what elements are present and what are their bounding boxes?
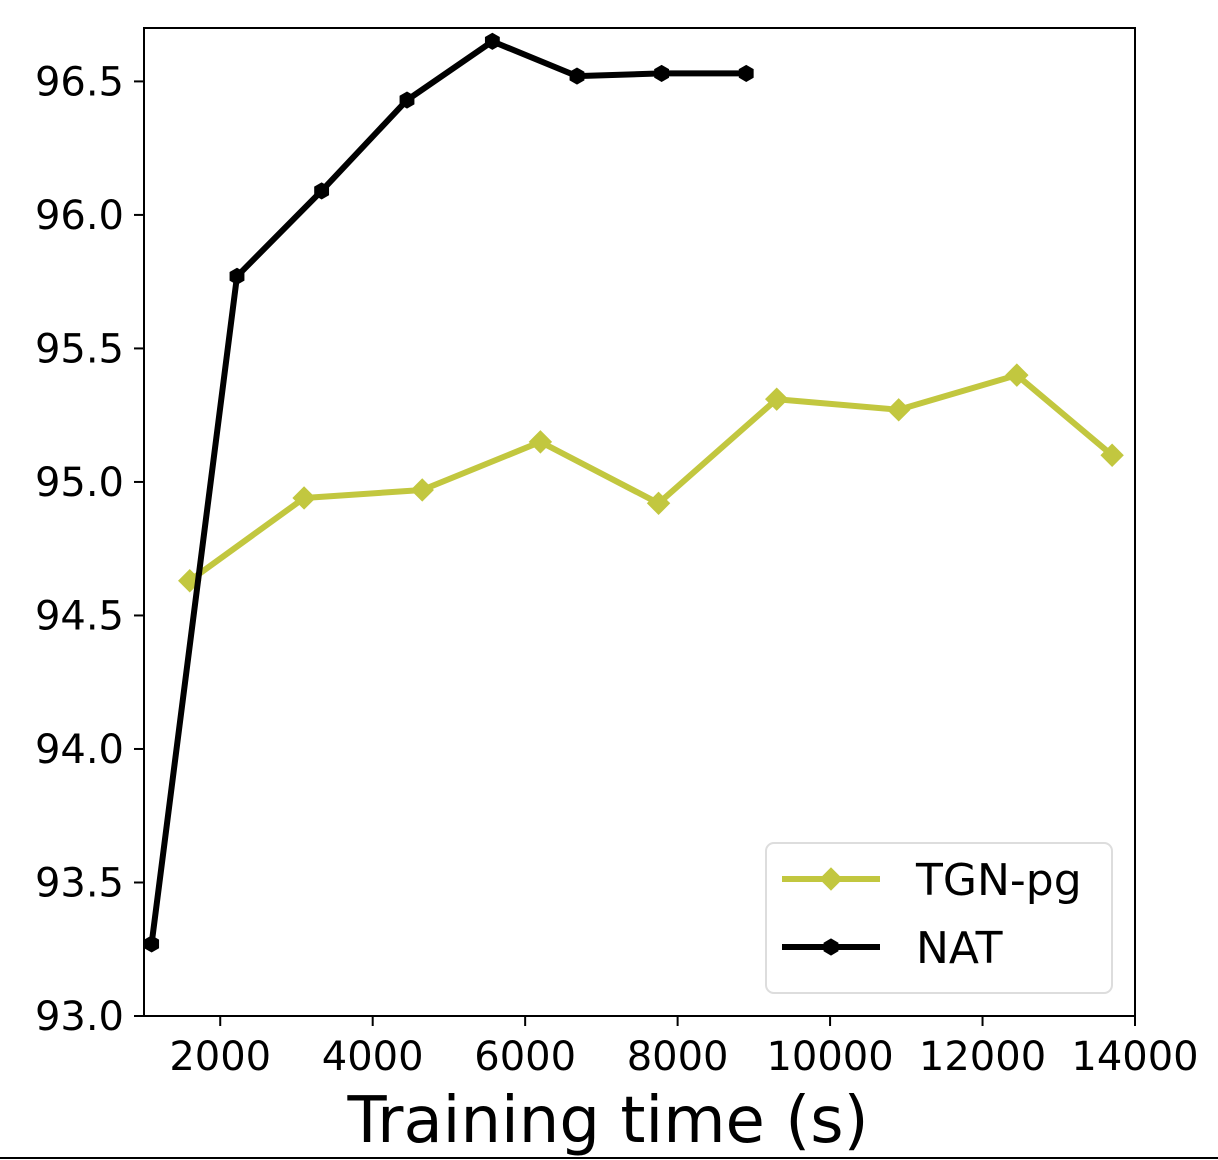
x-axis-label: Training time (s) <box>346 1084 868 1158</box>
legend-label-nat: NAT <box>916 923 1003 974</box>
x-tick-label: 2000 <box>169 1034 271 1080</box>
series-tgn-pg <box>178 363 1124 593</box>
y-tick-label: 93.5 <box>35 860 124 906</box>
data-point-nat <box>229 267 245 285</box>
data-point-tgn-pg <box>1100 443 1124 467</box>
data-point-tgn-pg <box>410 478 434 502</box>
data-point-tgn-pg <box>528 430 553 454</box>
data-point-nat <box>484 32 500 50</box>
data-point-nat <box>569 67 585 85</box>
x-tick-label: 6000 <box>474 1034 576 1080</box>
data-point-tgn-pg <box>646 491 671 516</box>
data-point-tgn-pg <box>1005 363 1029 387</box>
data-point-tgn-pg <box>765 387 789 411</box>
y-tick-label: 96.5 <box>35 59 124 105</box>
legend-label-tgn-pg: TGN-pg <box>915 855 1082 906</box>
axis-ticks: 2000 4000 6000 8000 10000 12000 14000 93.0 93.5 9… <box>35 59 1199 1080</box>
data-point-tgn-pg <box>292 486 316 510</box>
series-nat <box>144 32 754 953</box>
series-layer <box>144 32 1124 953</box>
plot-frame <box>143 27 1136 1017</box>
y-tick-label: 94.5 <box>35 593 124 639</box>
x-tick-label: 14000 <box>1071 1034 1198 1080</box>
legend-marker-tgn-pg <box>819 867 843 891</box>
data-point-nat <box>654 64 670 82</box>
x-tick-label: 12000 <box>919 1034 1046 1080</box>
y-tick-label: 95.0 <box>35 460 124 506</box>
legend: TGN-pg NAT <box>765 842 1113 994</box>
y-tick-label: 95.5 <box>35 326 124 372</box>
data-point-tgn-pg <box>886 398 911 422</box>
legend-marker-nat <box>823 938 839 956</box>
y-tick-label: 96.0 <box>35 193 124 239</box>
data-point-nat <box>399 91 415 109</box>
data-point-nat <box>314 182 330 200</box>
data-point-nat <box>738 64 754 82</box>
y-tick-label: 93.0 <box>35 994 124 1040</box>
x-tick-label: 10000 <box>766 1034 893 1080</box>
data-point-nat <box>144 935 160 953</box>
series-line-nat <box>148 38 750 947</box>
x-tick-label: 4000 <box>322 1034 424 1080</box>
y-tick-label: 94.0 <box>35 727 124 773</box>
x-tick-label: 8000 <box>627 1034 729 1080</box>
